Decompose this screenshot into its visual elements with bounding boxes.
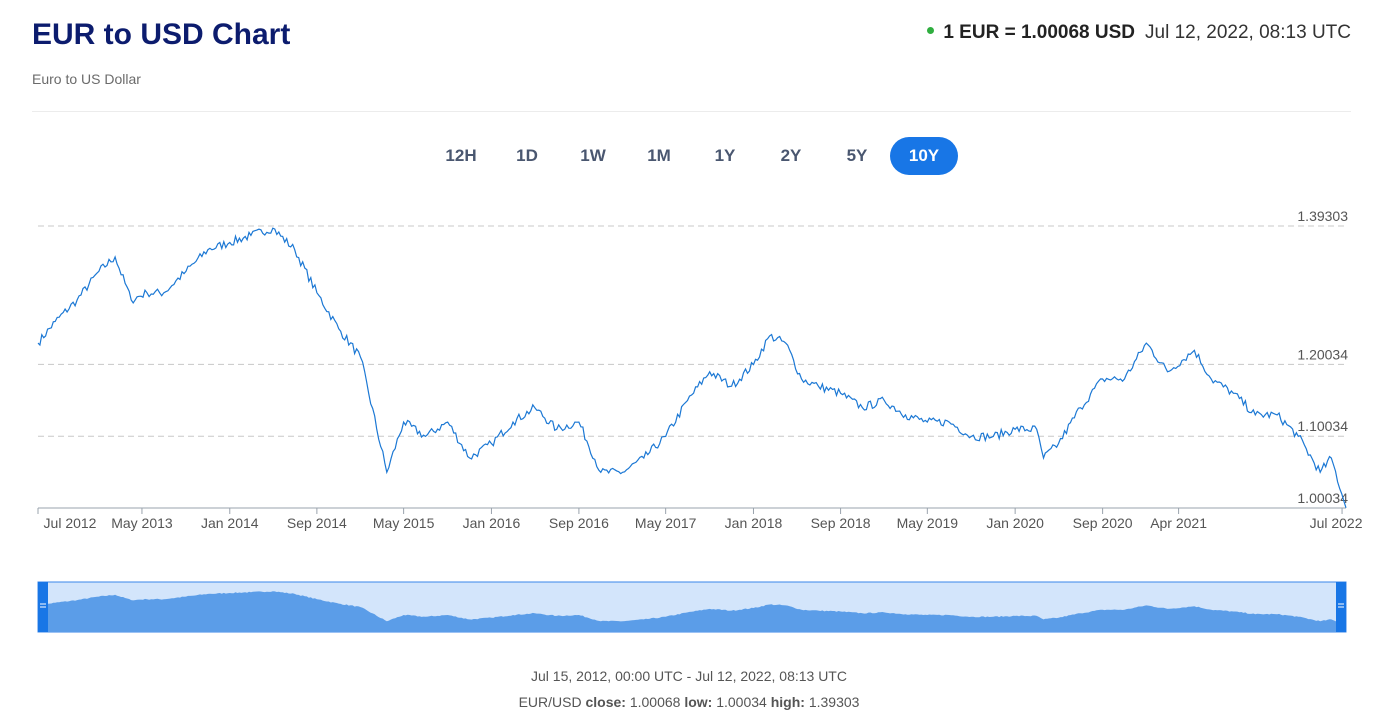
x-tick-label: Jan 2018 (725, 515, 783, 531)
navigator-area (38, 591, 1346, 632)
x-tick-label: May 2015 (373, 515, 435, 531)
range-button-10y[interactable]: 10Y (890, 137, 958, 175)
header-divider (32, 111, 1351, 112)
y-tick-label: 1.00034 (1297, 490, 1348, 506)
range-button-12h[interactable]: 12H (428, 137, 494, 175)
range-button-5y[interactable]: 5Y (824, 137, 890, 175)
x-tick-label: Sep 2014 (287, 515, 347, 531)
x-tick-label: May 2013 (111, 515, 173, 531)
price-chart[interactable]: 1.39303 1.20034 1.10034 1.00034 Jul 2012 May … (0, 195, 1378, 640)
x-tick-label: Jan 2014 (201, 515, 259, 531)
range-button-1w[interactable]: 1W (560, 137, 626, 175)
x-tick-label: May 2017 (635, 515, 697, 531)
price-line (37, 227, 1347, 508)
y-tick-label: 1.10034 (1297, 418, 1348, 434)
range-selector: 12H 1D 1W 1M 1Y 2Y 5Y 10Y (428, 137, 958, 175)
rate-timestamp: Jul 12, 2022, 08:13 UTC (1145, 22, 1351, 43)
x-tick-label: Sep 2020 (1073, 515, 1133, 531)
x-tick-label: May 2019 (897, 515, 959, 531)
rate-value: 1 EUR = 1.00068 USD (943, 22, 1136, 43)
date-range-text: Jul 15, 2012, 00:00 UTC - Jul 12, 2022, … (531, 668, 847, 684)
page-title: EUR to USD Chart (32, 18, 291, 51)
y-tick-label: 1.20034 (1297, 346, 1348, 362)
x-tick-label: Jan 2020 (986, 515, 1044, 531)
y-tick-label: 1.39303 (1297, 208, 1348, 224)
range-button-2y[interactable]: 2Y (758, 137, 824, 175)
low-value: 1.00034 (716, 694, 767, 710)
close-label: close: (585, 694, 626, 710)
high-label: high: (770, 694, 805, 710)
current-rate: 1 EUR = 1.00068 USD Jul 12, 2022, 08:13 U… (927, 22, 1351, 44)
range-button-1y[interactable]: 1Y (692, 137, 758, 175)
x-tick-label: Apr 2021 (1150, 515, 1207, 531)
range-button-1m[interactable]: 1M (626, 137, 692, 175)
high-value: 1.39303 (808, 694, 860, 710)
low-label: low: (684, 694, 713, 710)
pair-label: EUR/USD (518, 694, 582, 710)
x-tick-label: Sep 2016 (549, 515, 609, 531)
close-value: 1.00068 (629, 694, 681, 710)
x-tick-label: Sep 2018 (811, 515, 871, 531)
x-tick-label: Jan 2016 (463, 515, 521, 531)
x-tick-label: Jul 2022 (1310, 515, 1363, 531)
x-tick-label: Jul 2012 (44, 515, 97, 531)
range-button-1d[interactable]: 1D (494, 137, 560, 175)
summary-stats: EUR/USD close: 1.00068 low: 1.00034 high… (0, 694, 1378, 710)
live-status-dot (927, 27, 935, 35)
page-subtitle: Euro to US Dollar (32, 71, 141, 87)
